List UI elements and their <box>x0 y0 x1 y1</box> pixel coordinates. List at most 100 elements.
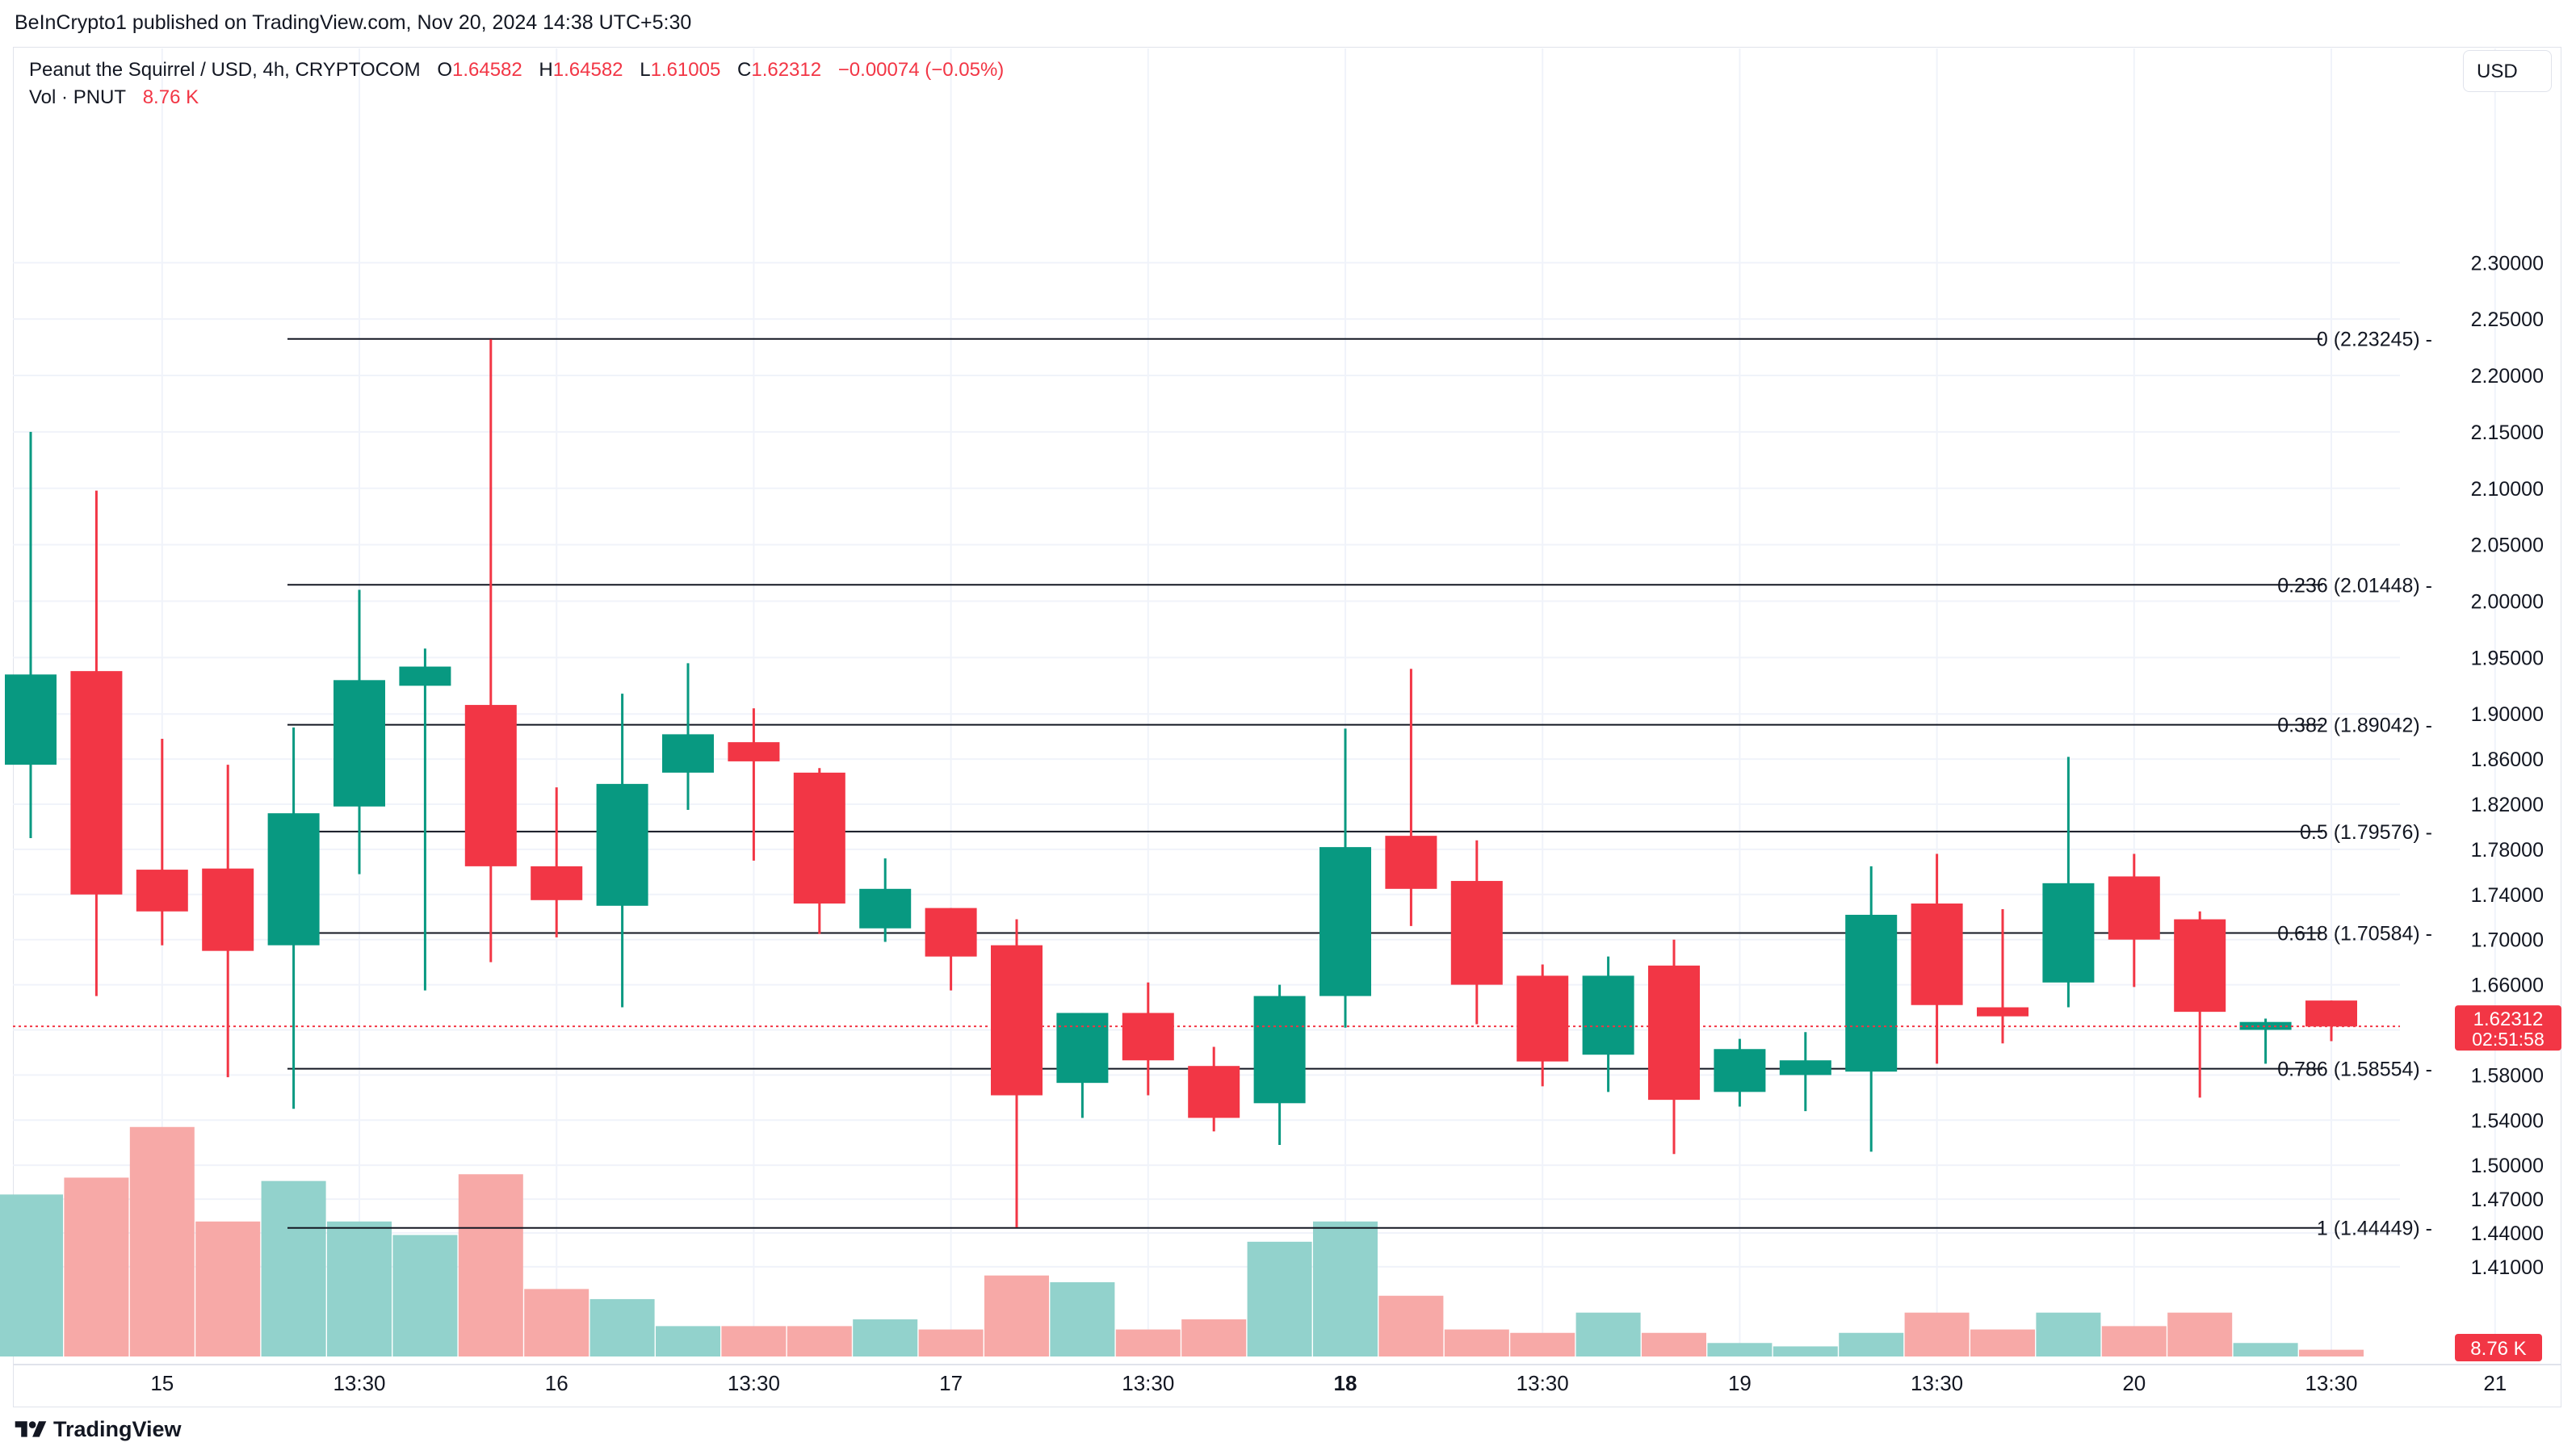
volume-bar <box>1707 1343 1773 1356</box>
volume-bars <box>0 1126 2364 1356</box>
legend-high: 1.64582 <box>552 59 623 81</box>
volume-bar <box>1378 1295 1444 1356</box>
time-tick-label: 18 <box>1334 1371 1357 1395</box>
fib-level-label: 0.382 (1.89042) - <box>2277 715 2432 737</box>
candle-body <box>2239 1021 2292 1030</box>
time-tick-label: 17 <box>939 1371 963 1395</box>
volume-bar <box>984 1275 1049 1356</box>
candle-body <box>136 870 188 912</box>
time-tick-label: 15 <box>150 1371 174 1395</box>
legend-h-label: H <box>539 59 553 81</box>
legend-low: 1.61005 <box>650 59 721 81</box>
candle-body <box>1385 836 1437 889</box>
volume-bar <box>524 1289 589 1356</box>
time-tick-label: 13:30 <box>1517 1371 1569 1395</box>
candle-body <box>1122 1013 1174 1061</box>
currency-button[interactable]: USD <box>2463 50 2552 92</box>
price-tick-label: 2.10000 <box>2471 478 2544 501</box>
countdown-value: 02:51:58 <box>2472 1029 2545 1050</box>
legend-volume-row: Vol · PNUT 8.76 K <box>29 84 1004 111</box>
last-price-badge <box>2455 1005 2561 1051</box>
fib-level-label: 1 (1.44449) - <box>2317 1218 2432 1240</box>
legend-vol-value: 8.76 K <box>142 86 199 108</box>
candle-body <box>859 888 912 929</box>
price-tick-label: 1.54000 <box>2471 1109 2544 1132</box>
candle-body <box>1056 1013 1109 1084</box>
time-tick-label: 16 <box>545 1371 568 1395</box>
volume-bar <box>918 1329 984 1356</box>
tradingview-logo[interactable]: TradingView <box>15 1417 182 1442</box>
chart-legend: Peanut the Squirrel / USD, 4h, CRYPTOCOM… <box>29 57 1004 111</box>
time-tick-label: 13:30 <box>333 1371 385 1395</box>
candle-body <box>2042 883 2095 983</box>
time-tick-label: 13:30 <box>1122 1371 1174 1395</box>
time-tick-label: 20 <box>2122 1371 2146 1395</box>
time-tick-label: 13:30 <box>728 1371 780 1395</box>
volume-badge <box>2455 1334 2542 1361</box>
volume-bar <box>1313 1221 1378 1356</box>
price-axis: 2.30000 2.25000 2.20000 2.15000 2.10000 2.050… <box>2471 252 2544 1279</box>
price-tick-label: 1.44000 <box>2471 1222 2544 1245</box>
legend-vol-label[interactable]: Vol · PNUT <box>29 86 127 108</box>
price-tick-label: 2.05000 <box>2471 535 2544 557</box>
price-tick-label: 2.00000 <box>2471 591 2544 614</box>
volume-bar <box>261 1180 326 1356</box>
candle-body <box>1253 996 1306 1104</box>
volume-bar <box>327 1221 392 1356</box>
price-tick-label: 1.50000 <box>2471 1155 2544 1177</box>
legend-open: 1.64582 <box>451 59 522 81</box>
volume-bar <box>129 1126 195 1356</box>
candle-body <box>2108 876 2160 940</box>
tradingview-logo-text: TradingView <box>53 1417 182 1441</box>
volume-bar <box>1642 1332 1706 1356</box>
candle-body <box>70 671 123 895</box>
price-tick-label: 1.86000 <box>2471 748 2544 771</box>
price-tick-label: 1.82000 <box>2471 794 2544 816</box>
volume-bar <box>1839 1332 1904 1356</box>
candle-body <box>5 674 57 765</box>
price-tick-label: 1.74000 <box>2471 884 2544 907</box>
candle-body <box>1714 1049 1766 1092</box>
volume-badge-value: 8.76 K <box>2470 1338 2526 1360</box>
last-price-value: 1.62312 <box>2473 1008 2544 1030</box>
candle-body <box>1977 1007 2028 1017</box>
candle-body <box>1911 903 1963 1005</box>
price-tick-label: 1.70000 <box>2471 929 2544 952</box>
volume-bar <box>1050 1282 1115 1356</box>
time-tick-label: 19 <box>1728 1371 1752 1395</box>
volume-bar <box>1181 1319 1247 1356</box>
volume-bar <box>2299 1349 2364 1356</box>
candle-body <box>1517 975 1569 1062</box>
price-tick-label: 1.90000 <box>2471 703 2544 726</box>
volume-bar <box>1247 1241 1312 1356</box>
candle-body <box>1450 881 1503 985</box>
legend-change: −0.00074 (−0.05%) <box>837 59 1005 81</box>
candle-body <box>1845 914 1898 1072</box>
legend-c-label: C <box>737 59 752 81</box>
candle-body <box>596 783 648 906</box>
volume-bar <box>589 1298 655 1356</box>
grid-lines <box>13 48 2561 1365</box>
volume-bar <box>721 1326 787 1356</box>
legend-close: 1.62312 <box>751 59 822 81</box>
price-tick-label: 2.25000 <box>2471 308 2544 331</box>
candle-body <box>202 868 254 951</box>
price-tick-label: 1.41000 <box>2471 1256 2544 1279</box>
volume-bar <box>2036 1312 2101 1356</box>
volume-bar <box>2101 1326 2167 1356</box>
volume-bar <box>195 1221 261 1356</box>
candle-body <box>793 772 845 904</box>
candle-body <box>1582 975 1634 1055</box>
legend-symbol[interactable]: Peanut the Squirrel / USD, 4h, CRYPTOCOM <box>29 59 421 81</box>
price-tick-label: 1.58000 <box>2471 1064 2544 1087</box>
legend-o-label: O <box>437 59 452 81</box>
price-tick-label: 1.47000 <box>2471 1189 2544 1211</box>
volume-bar <box>392 1235 458 1356</box>
price-tick-label: 2.30000 <box>2471 252 2544 275</box>
price-tick-label: 1.95000 <box>2471 647 2544 669</box>
volume-bar <box>656 1326 720 1356</box>
candle-body <box>1188 1066 1240 1118</box>
volume-bar <box>64 1177 129 1356</box>
